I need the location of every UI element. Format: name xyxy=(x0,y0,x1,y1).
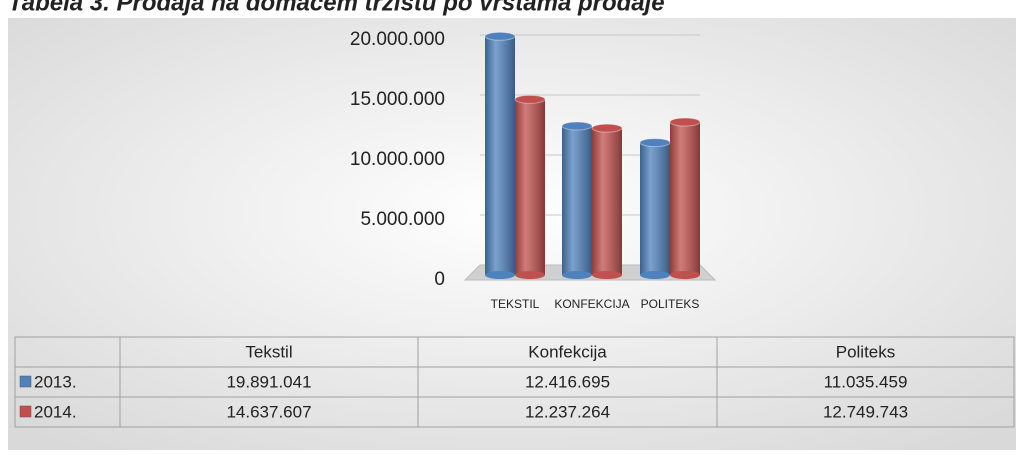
bar-base xyxy=(670,271,700,279)
bar-cap xyxy=(639,138,671,148)
table-frame xyxy=(14,336,1015,428)
bar-shade xyxy=(670,122,700,275)
bar-cap xyxy=(591,123,623,133)
bar-shade xyxy=(592,128,622,275)
bar-cap xyxy=(484,31,516,41)
bar-shade xyxy=(485,36,515,275)
x-tick-label: KONFEKCIJA xyxy=(554,297,629,311)
chart-title: Tabela 3. Prodaja na domaćem tržištu po … xyxy=(8,0,665,16)
table-value: 19.891.041 xyxy=(226,372,311,391)
legend-swatch xyxy=(19,375,32,388)
bar-shade xyxy=(562,125,592,275)
table-header: Politeks xyxy=(836,342,896,361)
y-tick-label: 15.000.000 xyxy=(350,89,445,110)
bar-base xyxy=(562,271,592,279)
legend-swatch xyxy=(19,405,32,418)
legend-label: 2014. xyxy=(34,402,77,421)
y-tick-label: 5.000.000 xyxy=(360,209,445,230)
bar-base xyxy=(640,271,670,279)
bar-shade xyxy=(515,99,545,275)
bar-base xyxy=(485,271,515,279)
x-tick-label: POLITEKS xyxy=(641,297,700,311)
x-tick-label: TEKSTIL xyxy=(491,297,540,311)
bar-base xyxy=(592,271,622,279)
table-value: 11.035.459 xyxy=(824,372,908,391)
y-tick-label: 20.000.000 xyxy=(350,29,445,50)
table-header: Tekstil xyxy=(245,342,292,361)
bar-cap xyxy=(514,94,546,104)
bar-shade xyxy=(640,142,670,275)
bar-cap xyxy=(669,117,701,127)
bar-base xyxy=(515,271,545,279)
table-value: 14.637.607 xyxy=(226,402,311,421)
legend-label: 2013. xyxy=(34,372,77,391)
table-header: Konfekcija xyxy=(528,342,607,361)
table-value: 12.416.695 xyxy=(525,372,610,391)
bar-cap xyxy=(561,121,593,131)
y-tick-label: 10.000.000 xyxy=(350,149,445,170)
table-value: 12.749.743 xyxy=(823,402,908,421)
table-value: 12.237.264 xyxy=(525,402,610,421)
y-tick-label: 0 xyxy=(434,269,445,290)
